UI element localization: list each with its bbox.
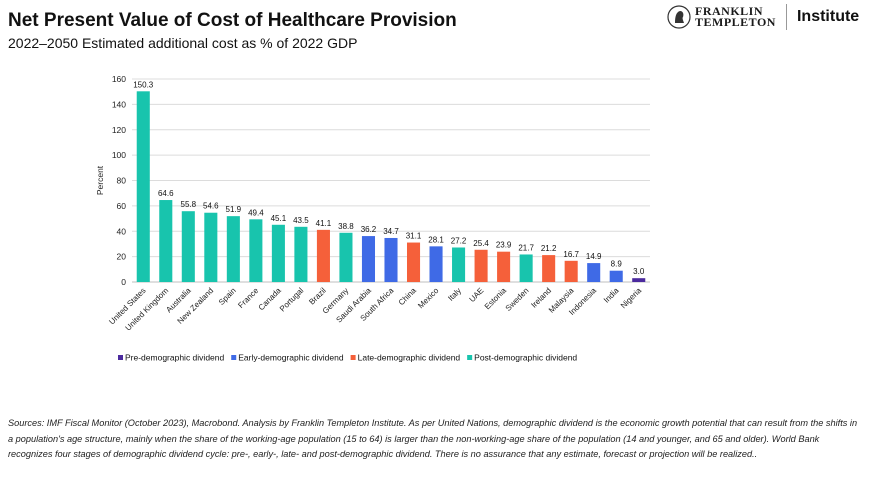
logo-divider — [785, 4, 787, 30]
legend-swatch — [231, 355, 237, 360]
y-tick-label: 20 — [117, 252, 127, 262]
bar — [294, 226, 308, 282]
legend-label: Late-demographic dividend — [358, 353, 461, 363]
data-label: 3.0 — [633, 267, 645, 276]
logo-brand-line2: TEMPLETON — [695, 15, 776, 29]
x-tick-label: Brazil — [307, 286, 328, 307]
logo-brand-line1: FRANKLIN — [695, 4, 764, 18]
y-tick-label: 80 — [117, 176, 127, 186]
bar — [429, 246, 443, 282]
data-label: 38.8 — [338, 222, 354, 231]
bar — [587, 263, 601, 282]
x-tick-label: UAE — [468, 286, 486, 304]
bar — [519, 254, 533, 282]
data-label: 16.7 — [563, 250, 579, 259]
x-tick-label: Spain — [217, 286, 238, 307]
bar — [632, 278, 646, 282]
franklin-head-icon — [667, 5, 691, 29]
bar — [159, 200, 173, 282]
bar — [271, 224, 285, 282]
legend-label: Early-demographic dividend — [238, 353, 344, 363]
bar — [226, 216, 240, 282]
y-tick-label: 120 — [112, 125, 126, 135]
data-label: 36.2 — [361, 225, 377, 234]
bar — [542, 255, 556, 282]
data-label: 14.9 — [586, 252, 602, 261]
sources-footnote: Sources: IMF Fiscal Monitor (October 202… — [8, 418, 858, 459]
y-tick-label: 160 — [112, 74, 126, 84]
legend-swatch — [118, 355, 123, 360]
data-label: 41.1 — [316, 219, 332, 228]
data-label: 21.2 — [541, 244, 557, 253]
y-tick-label: 60 — [117, 201, 127, 211]
data-label: 64.6 — [158, 189, 174, 198]
y-tick-label: 100 — [112, 150, 126, 160]
y-tick-label: 40 — [117, 226, 127, 236]
x-tick-label: Nigeria — [619, 286, 644, 311]
legend-swatch — [350, 355, 356, 360]
franklin-templeton-logo: FRANKLIN TEMPLETON Institute — [667, 4, 859, 30]
page-title: Net Present Value of Cost of Healthcare … — [8, 10, 457, 31]
data-label: 55.8 — [181, 200, 197, 209]
bar — [249, 219, 263, 282]
data-label: 54.6 — [203, 202, 219, 211]
bar — [384, 237, 398, 282]
logo-brand: FRANKLIN TEMPLETON — [695, 4, 776, 29]
page-subtitle: 2022–2050 Estimated additional cost as %… — [8, 35, 358, 51]
y-tick-label: 0 — [121, 277, 126, 287]
bar — [316, 229, 330, 282]
bar — [452, 247, 466, 282]
bar — [497, 251, 511, 282]
bar — [609, 270, 623, 282]
bar-chart: 020406080100120140160Percent150.3United … — [95, 74, 650, 363]
x-tick-label: Mexico — [416, 286, 441, 311]
x-tick-label: Portugal — [278, 286, 306, 314]
data-label: 45.1 — [271, 214, 287, 223]
data-label: 21.7 — [518, 243, 534, 252]
data-label: 8.9 — [611, 260, 623, 269]
x-tick-label: India — [602, 286, 621, 305]
data-label: 28.1 — [428, 235, 444, 244]
data-label: 31.1 — [406, 232, 422, 241]
bar — [406, 242, 421, 282]
data-label: 51.9 — [226, 205, 242, 214]
data-label: 49.4 — [248, 208, 264, 217]
x-tick-label: Sweden — [504, 286, 531, 313]
data-label: 150.3 — [133, 80, 154, 89]
legend-swatch — [467, 355, 473, 360]
data-label: 27.2 — [451, 236, 467, 245]
bar — [474, 249, 488, 282]
logo-institute: Institute — [796, 8, 860, 25]
bar — [204, 212, 218, 282]
bar — [136, 91, 150, 282]
bar — [564, 260, 578, 282]
x-tick-label: Italy — [446, 286, 463, 303]
bar — [339, 232, 353, 282]
y-tick-label: 140 — [112, 99, 126, 109]
data-label: 25.4 — [473, 239, 489, 248]
bar — [361, 236, 376, 282]
data-label: 23.9 — [496, 241, 512, 250]
legend-label: Pre-demographic dividend — [125, 353, 224, 363]
data-label: 43.5 — [293, 216, 309, 225]
y-axis-label: Percent — [95, 165, 105, 195]
bar — [181, 211, 195, 282]
data-label: 34.7 — [383, 227, 399, 236]
legend-label: Post-demographic dividend — [474, 353, 577, 363]
